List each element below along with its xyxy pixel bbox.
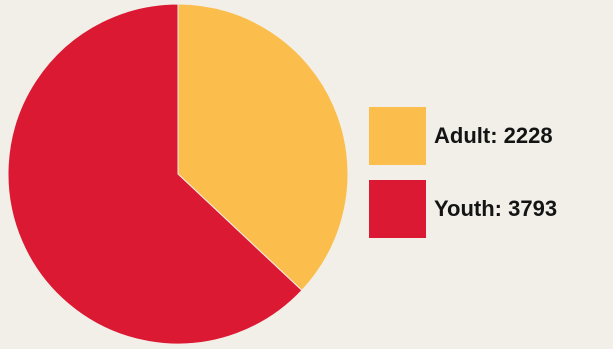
pie-slice-adult xyxy=(177,3,349,292)
pie-chart xyxy=(7,3,349,345)
legend-swatch-adult xyxy=(369,107,426,165)
legend-item-youth: Youth: 3793 xyxy=(369,180,557,238)
pie-slice-youth xyxy=(7,3,303,345)
legend-item-adult: Adult: 2228 xyxy=(369,107,557,165)
legend-swatch-youth xyxy=(369,180,426,238)
legend-label-youth: Youth: 3793 xyxy=(434,196,558,221)
legend-label-adult: Adult: 2228 xyxy=(434,123,553,148)
legend: Adult: 2228 Youth: 3793 xyxy=(369,107,557,253)
